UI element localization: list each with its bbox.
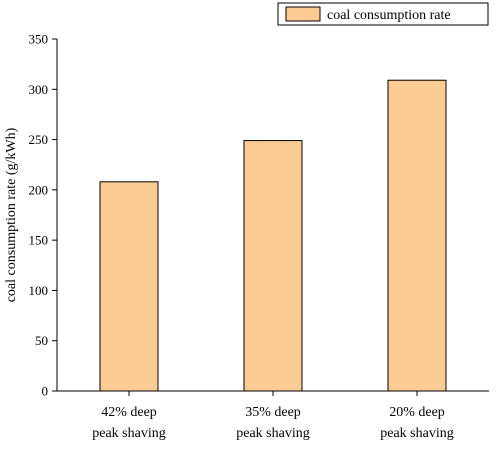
bar — [99, 181, 159, 392]
y-tick-label: 200 — [29, 182, 49, 197]
y-tick-label: 50 — [35, 333, 48, 348]
x-tick-label-line: peak shaving — [380, 426, 453, 441]
y-tick-label: 350 — [29, 32, 49, 47]
plot-area: 0 50 100 150 200 250 300 350 42% deep peak shavin… — [29, 32, 489, 441]
x-tick-label-line: peak shaving — [92, 426, 165, 441]
y-tick-label: 300 — [29, 82, 49, 97]
bar — [243, 140, 303, 392]
x-tick-label-line: 20% deep — [389, 405, 445, 420]
legend-swatch — [285, 6, 321, 22]
x-tick-label-line: peak shaving — [236, 426, 309, 441]
x-tick-label-line: 42% deep — [101, 405, 157, 420]
x-tick-label: 20% deep peak shaving — [380, 405, 453, 441]
y-axis-title: coal consumption rate (g/kWh) — [4, 127, 19, 302]
bar — [387, 79, 447, 392]
legend: coal consumption rate — [277, 2, 489, 26]
legend-label: coal consumption rate — [327, 8, 451, 23]
y-tick-label: 150 — [29, 233, 49, 248]
y-tick-label: 0 — [42, 384, 49, 399]
legend-box — [277, 2, 489, 26]
x-tick-label-line: 35% deep — [245, 405, 301, 420]
y-tick-label: 250 — [29, 132, 49, 147]
x-tick-label: 42% deep peak shaving — [92, 405, 165, 441]
x-tick-label: 35% deep peak shaving — [236, 405, 309, 441]
y-tick-label: 100 — [29, 283, 49, 298]
